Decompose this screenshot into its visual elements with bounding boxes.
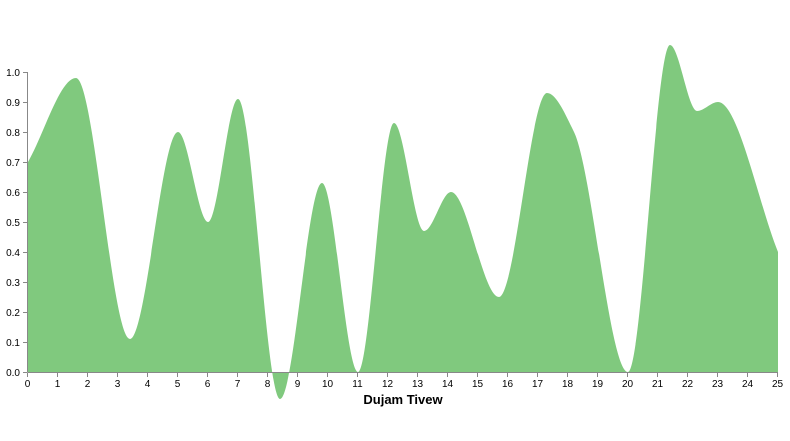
x-tick-label: 9 [295, 379, 301, 390]
x-tick-label: 18 [562, 379, 574, 390]
x-tick-label: 13 [412, 379, 424, 390]
x-tick-label: 4 [145, 379, 151, 390]
x-tick-label: 21 [652, 379, 664, 390]
x-tick-label: 6 [205, 379, 211, 390]
x-tick-label: 3 [115, 379, 121, 390]
x-tick-label: 2 [85, 379, 91, 390]
x-tick-label: 12 [382, 379, 394, 390]
y-tick-label: 0.0 [6, 368, 20, 379]
x-tick-label: 5 [175, 379, 181, 390]
y-tick-label: 0.1 [6, 338, 20, 349]
x-tick-label: 24 [742, 379, 754, 390]
x-tick-label: 0 [25, 379, 31, 390]
x-tick-label: 23 [712, 379, 724, 390]
x-axis-title: Dujam Tivew [363, 392, 443, 407]
y-tick-label: 0.5 [6, 218, 20, 229]
x-tick-label: 16 [502, 379, 514, 390]
y-tick-label: 0.9 [6, 98, 20, 109]
x-tick-label: 8 [265, 379, 271, 390]
x-axis: 0 1 2 3 4 5 6 7 8 9 10 11 12 13 14 15 16 17 18 19 20 21 22 23 24… [25, 372, 784, 390]
x-tick-label: 14 [442, 379, 454, 390]
x-tick-label: 7 [235, 379, 241, 390]
x-tick-label: 25 [772, 379, 784, 390]
y-tick-label: 0.6 [6, 188, 20, 199]
y-axis: 0.0 0.1 0.2 0.3 0.4 0.5 0.6 0.7 0.8 0.9 1.0 [6, 68, 28, 379]
x-tick-label: 22 [682, 379, 694, 390]
x-tick-label: 1 [55, 379, 61, 390]
y-tick-label: 0.3 [6, 278, 20, 289]
x-tick-label: 19 [592, 379, 604, 390]
x-tick-label: 17 [532, 379, 544, 390]
x-tick-label: 15 [472, 379, 484, 390]
area-series-0 [28, 45, 778, 399]
x-tick-label: 20 [622, 379, 634, 390]
y-tick-label: 0.4 [6, 248, 20, 259]
y-tick-label: 0.7 [6, 158, 20, 169]
y-tick-label: 1.0 [6, 68, 20, 79]
x-tick-label: 11 [352, 379, 363, 390]
x-tick-label: 10 [322, 379, 334, 390]
y-tick-label: 0.2 [6, 308, 20, 319]
y-tick-label: 0.8 [6, 128, 20, 139]
plot-area [28, 45, 778, 399]
